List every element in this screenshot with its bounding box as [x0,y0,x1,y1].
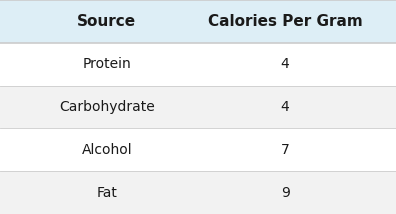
Text: Fat: Fat [97,186,117,200]
Text: Calories Per Gram: Calories Per Gram [208,14,362,29]
Bar [0,128,396,171]
Text: 4: 4 [281,57,289,71]
Text: Alcohol: Alcohol [82,143,132,157]
Text: 4: 4 [281,100,289,114]
Bar [0,86,396,128]
Bar [0,171,396,214]
Text: Source: Source [77,14,137,29]
Text: Carbohydrate: Carbohydrate [59,100,155,114]
Text: Protein: Protein [82,57,131,71]
Bar [0,43,396,86]
Text: 9: 9 [281,186,289,200]
Text: 7: 7 [281,143,289,157]
Bar [0,0,396,43]
